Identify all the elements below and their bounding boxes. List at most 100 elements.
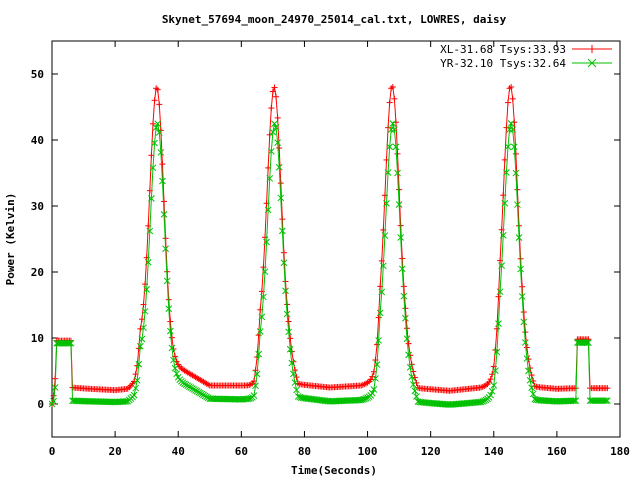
data-point xyxy=(376,309,384,317)
data-point xyxy=(372,375,379,382)
data-point xyxy=(108,398,116,406)
data-point xyxy=(501,199,509,207)
data-point xyxy=(398,265,406,273)
legend-label-xl: XL-31.68 Tsys:33.93 xyxy=(440,43,566,56)
data-point xyxy=(604,385,611,392)
y-tick-label: 50 xyxy=(31,68,44,81)
data-point xyxy=(165,305,173,313)
data-point xyxy=(293,374,300,381)
data-point xyxy=(375,337,382,344)
data-point xyxy=(583,339,591,346)
data-point xyxy=(512,169,520,177)
data-point xyxy=(272,124,280,131)
data-point xyxy=(525,367,532,375)
data-point xyxy=(152,124,160,131)
data-point xyxy=(585,339,592,346)
data-point xyxy=(171,364,179,372)
data-point xyxy=(504,143,512,151)
data-point xyxy=(149,120,156,127)
data-point xyxy=(517,265,524,273)
data-point xyxy=(273,93,280,100)
data-point xyxy=(53,339,61,347)
x-tick-label: 0 xyxy=(49,445,56,458)
data-point xyxy=(506,126,513,133)
x-tick-label: 160 xyxy=(547,445,567,458)
data-point xyxy=(258,313,266,321)
data-point xyxy=(503,124,510,131)
data-point xyxy=(389,120,397,127)
series-xl xyxy=(49,83,611,407)
data-point xyxy=(581,339,589,346)
data-point xyxy=(269,88,276,95)
data-point xyxy=(402,305,409,312)
data-point xyxy=(162,245,169,253)
data-point xyxy=(509,126,517,133)
data-point xyxy=(266,175,274,182)
data-point xyxy=(521,339,529,346)
data-point xyxy=(504,99,511,106)
data-point xyxy=(276,145,283,152)
data-point xyxy=(137,342,144,350)
data-point xyxy=(490,382,498,389)
data-point xyxy=(284,301,291,308)
data-point xyxy=(277,194,285,202)
data-point xyxy=(492,367,499,374)
data-point xyxy=(503,169,510,176)
data-point xyxy=(403,335,411,343)
data-point xyxy=(514,201,521,208)
data-point xyxy=(594,397,602,405)
data-point xyxy=(234,395,242,403)
data-point xyxy=(143,286,151,293)
data-point xyxy=(580,339,588,346)
data-point xyxy=(578,339,586,346)
data-point xyxy=(156,101,163,108)
data-point xyxy=(379,262,387,270)
y-tick-label: 20 xyxy=(31,266,44,279)
data-point xyxy=(389,83,396,90)
data-point xyxy=(133,377,141,384)
y-axis-label: Power (Kelvin) xyxy=(4,193,17,286)
data-point xyxy=(589,397,597,405)
data-point xyxy=(586,397,594,405)
data-point xyxy=(283,310,291,318)
data-point xyxy=(493,348,501,356)
data-point xyxy=(395,201,403,208)
data-point xyxy=(168,334,175,341)
data-point xyxy=(285,318,292,325)
chart-title: Skynet_57694_moon_24970_25014_cal.txt, L… xyxy=(162,13,507,26)
x-axis-label: Time(Seconds) xyxy=(291,464,377,477)
data-point xyxy=(369,373,376,380)
data-point xyxy=(392,143,400,151)
data-point xyxy=(528,384,535,392)
data-point xyxy=(495,320,502,327)
legend-marker-xl xyxy=(588,45,596,53)
data-point xyxy=(61,339,68,347)
data-point xyxy=(493,325,500,332)
data-point xyxy=(67,339,75,347)
data-point xyxy=(56,339,64,347)
data-point xyxy=(383,200,390,207)
data-point xyxy=(378,288,386,296)
data-point xyxy=(509,95,516,102)
data-point xyxy=(386,143,393,151)
data-point xyxy=(495,293,502,300)
data-point xyxy=(255,350,263,358)
data-point xyxy=(402,314,409,322)
data-point xyxy=(132,384,139,392)
data-point xyxy=(271,84,278,91)
data-point xyxy=(570,397,578,405)
data-point xyxy=(288,359,296,367)
data-point xyxy=(286,345,294,353)
data-point xyxy=(409,381,417,388)
data-point xyxy=(400,292,408,300)
x-tick-label: 40 xyxy=(172,445,185,458)
data-point xyxy=(282,287,289,295)
data-point xyxy=(293,386,300,394)
data-point xyxy=(141,307,149,315)
data-point xyxy=(135,360,143,368)
data-point xyxy=(405,351,412,359)
data-point xyxy=(54,339,62,347)
data-point xyxy=(264,206,272,214)
data-point xyxy=(362,395,370,402)
